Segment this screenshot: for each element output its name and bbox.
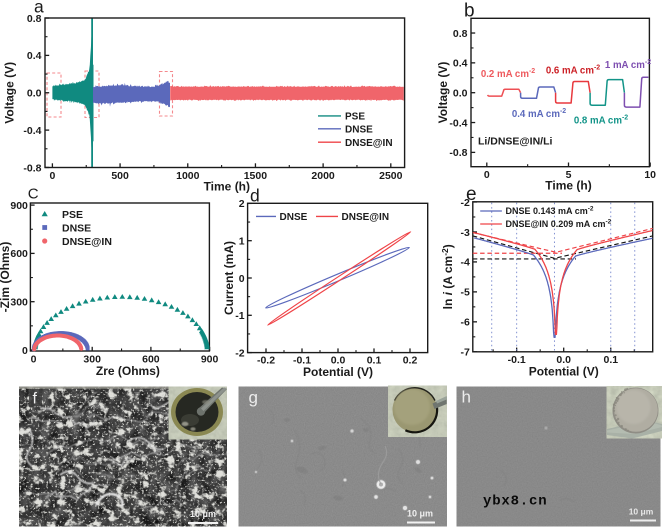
svg-text:0.4: 0.4 — [453, 58, 468, 70]
svg-text:0.2: 0.2 — [403, 355, 418, 367]
svg-text:1 mA cm-2: 1 mA cm-2 — [605, 59, 651, 71]
svg-text:1500: 1500 — [244, 170, 268, 182]
svg-text:900: 900 — [201, 354, 219, 366]
svg-text:-0.2: -0.2 — [257, 355, 275, 367]
svg-text:1000: 1000 — [176, 170, 200, 182]
svg-text:-0.1: -0.1 — [293, 355, 311, 367]
svg-text:DNSE 0.143 mA cm-2: DNSE 0.143 mA cm-2 — [506, 206, 594, 217]
svg-text:0.0: 0.0 — [331, 355, 346, 367]
svg-text:-7: -7 — [460, 347, 469, 359]
svg-text:b: b — [464, 1, 475, 22]
svg-text:2: 2 — [239, 198, 245, 210]
svg-text:-5: -5 — [460, 287, 469, 299]
svg-text:2000: 2000 — [311, 170, 335, 182]
svg-text:d: d — [250, 185, 260, 205]
svg-text:a: a — [34, 0, 44, 17]
svg-text:300: 300 — [83, 354, 101, 366]
svg-text:0: 0 — [484, 169, 490, 181]
svg-text:900: 900 — [10, 200, 28, 212]
svg-text:10: 10 — [644, 169, 656, 181]
svg-text:-4: -4 — [460, 257, 469, 269]
svg-text:PSE: PSE — [62, 209, 83, 221]
svg-text:DNSE: DNSE — [280, 212, 308, 223]
svg-text:-0.8: -0.8 — [449, 147, 467, 159]
svg-text:2500: 2500 — [379, 170, 403, 182]
svg-text:0.1: 0.1 — [367, 355, 382, 367]
svg-text:600: 600 — [10, 248, 28, 260]
svg-text:Voltage (V): Voltage (V) — [436, 62, 450, 124]
svg-text:-3: -3 — [460, 227, 469, 239]
svg-text:10 μm: 10 μm — [407, 509, 433, 519]
svg-text:-0.8: -0.8 — [23, 162, 41, 174]
svg-text:0.4 mA cm-2: 0.4 mA cm-2 — [512, 108, 566, 120]
svg-text:-2: -2 — [235, 347, 244, 359]
svg-text:DNSE@IN: DNSE@IN — [62, 236, 112, 248]
svg-text:-2: -2 — [460, 197, 469, 209]
svg-text:0.0: 0.0 — [556, 354, 571, 366]
svg-text:0: 0 — [22, 345, 28, 357]
svg-text:f: f — [33, 391, 38, 408]
svg-text:0.1: 0.1 — [603, 354, 618, 366]
svg-text:Li/DNSE@IN/Li: Li/DNSE@IN/Li — [478, 136, 552, 148]
svg-text:-0.4: -0.4 — [449, 117, 467, 129]
svg-text:0.4: 0.4 — [27, 50, 42, 62]
svg-text:10 μm: 10 μm — [190, 509, 216, 519]
svg-text:Time (h): Time (h) — [204, 180, 250, 194]
svg-text:Voltage (V): Voltage (V) — [3, 62, 17, 124]
svg-text:0.8: 0.8 — [453, 28, 468, 40]
svg-text:ybx8.cn: ybx8.cn — [483, 494, 547, 510]
svg-text:0: 0 — [239, 273, 245, 285]
svg-text:DNSE: DNSE — [62, 222, 91, 234]
svg-text:e: e — [466, 184, 477, 205]
svg-text:0.8 mA cm-2: 0.8 mA cm-2 — [574, 115, 628, 127]
svg-text:C: C — [28, 186, 39, 203]
svg-text:ln i (A cm-2): ln i (A cm-2) — [440, 244, 455, 309]
svg-text:-0.1: -0.1 — [508, 354, 526, 366]
svg-text:Current (mA): Current (mA) — [222, 241, 236, 315]
svg-text:0.0: 0.0 — [27, 88, 42, 100]
svg-text:DNSE: DNSE — [345, 124, 373, 135]
svg-text:0: 0 — [49, 170, 55, 182]
svg-text:DNSE@IN 0.209 mA cm-2: DNSE@IN 0.209 mA cm-2 — [506, 219, 612, 230]
svg-text:0: 0 — [31, 354, 37, 366]
svg-text:600: 600 — [142, 354, 160, 366]
svg-text:10 μm: 10 μm — [629, 507, 654, 517]
svg-text:DNSE@IN: DNSE@IN — [345, 138, 393, 149]
svg-text:g: g — [249, 388, 258, 407]
svg-text:0.8: 0.8 — [27, 13, 42, 25]
svg-text:Zre (Ohms): Zre (Ohms) — [96, 364, 160, 378]
svg-text:Time (h): Time (h) — [545, 179, 591, 193]
svg-text:-0.4: -0.4 — [23, 125, 41, 137]
svg-text:5: 5 — [566, 169, 572, 181]
svg-text:h: h — [462, 388, 471, 407]
svg-text:300: 300 — [10, 297, 28, 309]
svg-text:1: 1 — [239, 236, 245, 248]
svg-text:Potential (V): Potential (V) — [303, 365, 373, 379]
svg-text:Potential (V): Potential (V) — [529, 364, 599, 378]
svg-text:-1: -1 — [235, 310, 244, 322]
svg-text:-Zim (Ohms): -Zim (Ohms) — [0, 242, 12, 313]
svg-text:DNSE@IN: DNSE@IN — [342, 212, 390, 223]
svg-text:-6: -6 — [460, 317, 469, 329]
svg-text:0.2 mA cm-2: 0.2 mA cm-2 — [481, 68, 535, 80]
svg-text:PSE: PSE — [345, 112, 365, 123]
svg-text:0.0: 0.0 — [453, 88, 468, 100]
svg-text:500: 500 — [111, 170, 129, 182]
svg-text:0.6 mA cm-2: 0.6 mA cm-2 — [546, 65, 600, 77]
